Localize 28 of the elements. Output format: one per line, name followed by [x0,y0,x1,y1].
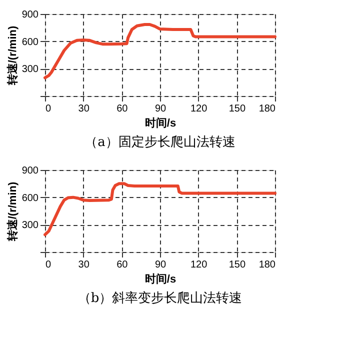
x-tick-label: 30 [78,104,90,114]
y-tick-label: 300 [22,64,39,76]
x-tick-label: 30 [78,260,90,270]
y-axis-title: 转速/(r/min) [6,26,19,86]
x-tick-label: 150 [228,104,246,114]
x-tick-label: 0 [46,260,52,270]
x-axis-title: 时间/s [144,272,176,286]
y-tick-label: 900 [22,10,39,20]
line-series [44,22,276,80]
y-tick-label: 300 [22,220,39,232]
y-tick-label: 900 [22,166,39,176]
y-tick-label: 600 [22,36,39,48]
x-tick-label: 60 [116,104,128,114]
x-axis-title: 时间/s [144,116,176,130]
y-tick-label: 600 [22,192,39,204]
x-tick-label: 90 [154,104,166,114]
x-tick-label: 150 [228,260,246,270]
x-tick-label: 60 [116,260,128,270]
x-tick-label: 180 [258,104,276,114]
line-series [44,182,276,236]
x-tick-label: 120 [190,104,208,114]
text: （b）斜率变步长爬山法转速 [78,290,242,306]
x-tick-label: 0 [46,104,52,114]
y-axis-title: 转速/(r/min) [6,182,19,242]
text: （a）固定步长爬山法转速 [84,135,236,150]
x-tick-label: 180 [258,260,276,270]
x-tick-label: 90 [154,260,166,270]
x-tick-label: 120 [190,260,208,270]
